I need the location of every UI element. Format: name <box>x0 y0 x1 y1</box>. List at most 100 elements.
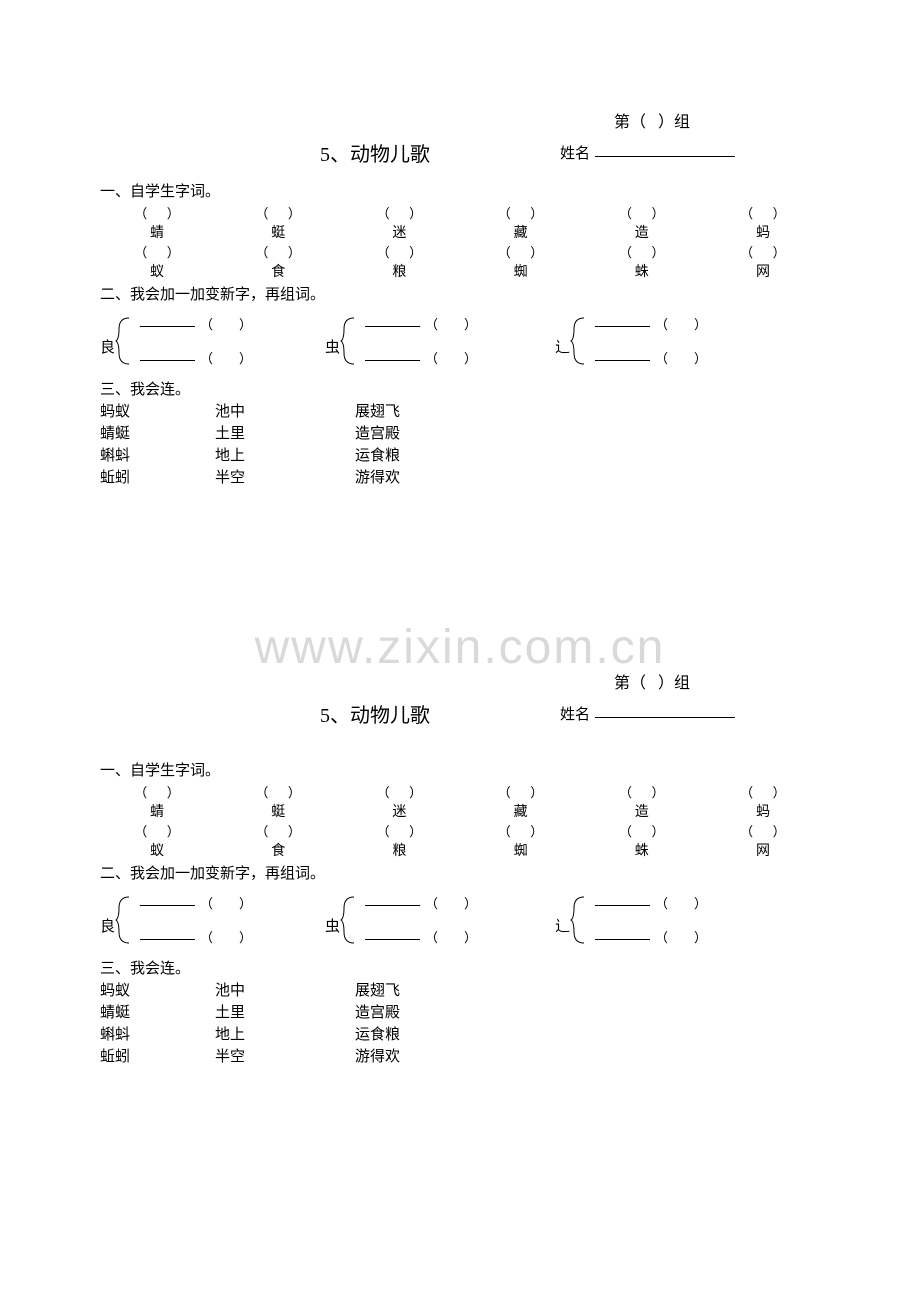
section1-head: 一、自学生字词。 <box>100 180 820 201</box>
match-cell[interactable]: 蚯蚓 <box>100 467 215 489</box>
paren-cell[interactable]: （ ） <box>587 821 697 840</box>
match-cell[interactable]: 蜻蜓 <box>100 423 215 445</box>
match-row: 蜻蜓土里造宫殿 <box>100 1002 820 1024</box>
paren-cell[interactable]: （ ） <box>223 203 333 222</box>
match-row: 蝌蚪地上运食粮 <box>100 1024 820 1046</box>
char-cell: 粮 <box>344 261 454 281</box>
match-cell[interactable]: 展翅飞 <box>355 401 475 423</box>
paren-cell[interactable]: （ ） <box>200 927 252 946</box>
match-cell[interactable]: 半空 <box>215 1046 355 1068</box>
paren-cell[interactable]: （ ） <box>708 242 818 261</box>
section2-body: 良 （ ） （ ） 虫 （ ） （ ） 辶 （ ） （ <box>100 306 820 376</box>
blank-line[interactable] <box>140 939 195 940</box>
paren-cell[interactable]: （ ） <box>466 203 576 222</box>
paren-cell[interactable]: （ ） <box>708 821 818 840</box>
paren-cell[interactable]: （ ） <box>102 203 212 222</box>
paren-cell[interactable]: （ ） <box>425 348 477 367</box>
match-cell[interactable]: 游得欢 <box>355 467 475 489</box>
blank-line[interactable] <box>595 360 650 361</box>
blank-line[interactable] <box>595 326 650 327</box>
paren-cell[interactable]: （ ） <box>587 242 697 261</box>
match-cell[interactable]: 地上 <box>215 445 355 467</box>
section3-head: 三、我会连。 <box>100 378 820 399</box>
match-cell[interactable]: 蚂蚁 <box>100 401 215 423</box>
paren-cell[interactable]: （ ） <box>200 348 252 367</box>
char-cell: 蛛 <box>587 261 697 281</box>
paren-cell[interactable]: （ ） <box>344 203 454 222</box>
blank-line[interactable] <box>595 905 650 906</box>
paren-cell[interactable]: （ ） <box>708 782 818 801</box>
char-cell: 蜘 <box>466 840 576 860</box>
match-cell[interactable]: 蚯蚓 <box>100 1046 215 1068</box>
match-table: 蚂蚁池中展翅飞 蜻蜓土里造宫殿 蝌蚪地上运食粮 蚯蚓半空游得欢 <box>100 401 820 489</box>
char-cell: 蜻 <box>102 222 212 242</box>
match-cell[interactable]: 展翅飞 <box>355 980 475 1002</box>
paren-cell[interactable]: （ ） <box>223 242 333 261</box>
char-cell: 食 <box>223 840 333 860</box>
match-cell[interactable]: 运食粮 <box>355 1024 475 1046</box>
paren-cell[interactable]: （ ） <box>425 314 477 333</box>
blank-line[interactable] <box>365 939 420 940</box>
section2-head: 二、我会加一加变新字，再组词。 <box>100 862 820 883</box>
paren-cell[interactable]: （ ） <box>200 314 252 333</box>
match-cell[interactable]: 造宫殿 <box>355 423 475 445</box>
match-cell[interactable]: 土里 <box>215 1002 355 1024</box>
blank-line[interactable] <box>595 939 650 940</box>
blank-line[interactable] <box>365 326 420 327</box>
match-cell[interactable]: 半空 <box>215 467 355 489</box>
paren-cell[interactable]: （ ） <box>102 782 212 801</box>
blank-line[interactable] <box>140 905 195 906</box>
match-cell[interactable]: 池中 <box>215 401 355 423</box>
match-cell[interactable]: 造宫殿 <box>355 1002 475 1024</box>
header-row: 第（ ）组 <box>100 108 820 138</box>
match-cell[interactable]: 蝌蚪 <box>100 1024 215 1046</box>
match-cell[interactable]: 土里 <box>215 423 355 445</box>
char-cell: 食 <box>223 261 333 281</box>
paren-cell[interactable]: （ ） <box>102 242 212 261</box>
paren-cell[interactable]: （ ） <box>223 782 333 801</box>
match-cell[interactable]: 蜻蜓 <box>100 1002 215 1024</box>
match-cell[interactable]: 池中 <box>215 980 355 1002</box>
match-row: 蚯蚓半空游得欢 <box>100 1046 820 1068</box>
paren-cell[interactable]: （ ） <box>200 893 252 912</box>
match-cell[interactable]: 地上 <box>215 1024 355 1046</box>
match-cell[interactable]: 蚂蚁 <box>100 980 215 1002</box>
paren-cell[interactable]: （ ） <box>655 893 707 912</box>
blank-line[interactable] <box>140 326 195 327</box>
name-input-line[interactable] <box>595 156 735 157</box>
section2-head: 二、我会加一加变新字，再组词。 <box>100 283 820 304</box>
paren-cell[interactable]: （ ） <box>655 314 707 333</box>
paren-cell[interactable]: （ ） <box>223 821 333 840</box>
paren-cell[interactable]: （ ） <box>344 821 454 840</box>
paren-cell[interactable]: （ ） <box>655 927 707 946</box>
paren-cell[interactable]: （ ） <box>425 927 477 946</box>
paren-cell[interactable]: （ ） <box>655 348 707 367</box>
paren-cell[interactable]: （ ） <box>425 893 477 912</box>
char-row-1: 蜻 蜓 迷 藏 造 蚂 <box>100 801 820 821</box>
radical-char: 良 <box>100 336 115 357</box>
char-cell: 网 <box>708 261 818 281</box>
char-cell: 藏 <box>466 801 576 821</box>
paren-cell[interactable]: （ ） <box>102 821 212 840</box>
paren-cell[interactable]: （ ） <box>466 821 576 840</box>
paren-cell[interactable]: （ ） <box>587 203 697 222</box>
paren-cell[interactable]: （ ） <box>587 782 697 801</box>
title-row: 5、动物儿歌 姓名 <box>100 699 820 739</box>
blank-line[interactable] <box>365 360 420 361</box>
blank-line[interactable] <box>365 905 420 906</box>
paren-cell[interactable]: （ ） <box>344 782 454 801</box>
paren-cell[interactable]: （ ） <box>466 242 576 261</box>
section1-head: 一、自学生字词。 <box>100 759 820 780</box>
match-cell[interactable]: 运食粮 <box>355 445 475 467</box>
match-cell[interactable]: 蝌蚪 <box>100 445 215 467</box>
radical-char: 虫 <box>325 915 340 936</box>
name-input-line[interactable] <box>595 717 735 718</box>
paren-cell[interactable]: （ ） <box>466 782 576 801</box>
paren-cell[interactable]: （ ） <box>708 203 818 222</box>
paren-cell[interactable]: （ ） <box>344 242 454 261</box>
match-cell[interactable]: 游得欢 <box>355 1046 475 1068</box>
char-cell: 网 <box>708 840 818 860</box>
char-row-1: 蜻 蜓 迷 藏 造 蚂 <box>100 222 820 242</box>
blank-line[interactable] <box>140 360 195 361</box>
document-title: 5、动物儿歌 <box>320 138 430 167</box>
